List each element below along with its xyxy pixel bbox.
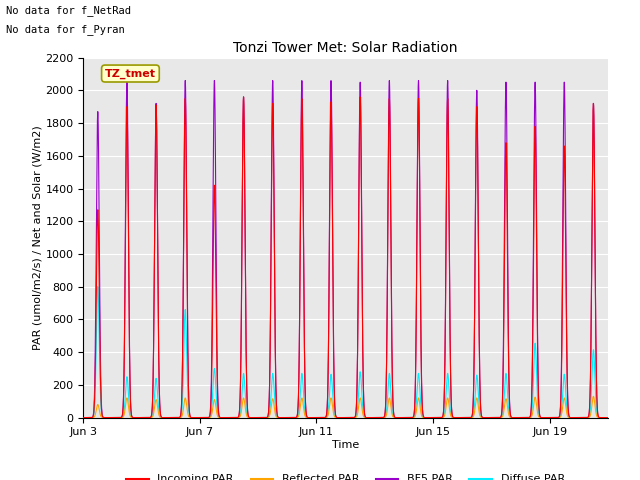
Y-axis label: PAR (umol/m2/s) / Net and Solar (W/m2): PAR (umol/m2/s) / Net and Solar (W/m2) bbox=[33, 125, 42, 350]
Text: TZ_tmet: TZ_tmet bbox=[105, 68, 156, 79]
X-axis label: Time: Time bbox=[332, 440, 359, 450]
Text: No data for f_NetRad: No data for f_NetRad bbox=[6, 5, 131, 16]
Text: No data for f_Pyran: No data for f_Pyran bbox=[6, 24, 125, 35]
Title: Tonzi Tower Met: Solar Radiation: Tonzi Tower Met: Solar Radiation bbox=[234, 41, 458, 55]
Legend: Incoming PAR, Reflected PAR, BF5 PAR, Diffuse PAR: Incoming PAR, Reflected PAR, BF5 PAR, Di… bbox=[122, 470, 569, 480]
